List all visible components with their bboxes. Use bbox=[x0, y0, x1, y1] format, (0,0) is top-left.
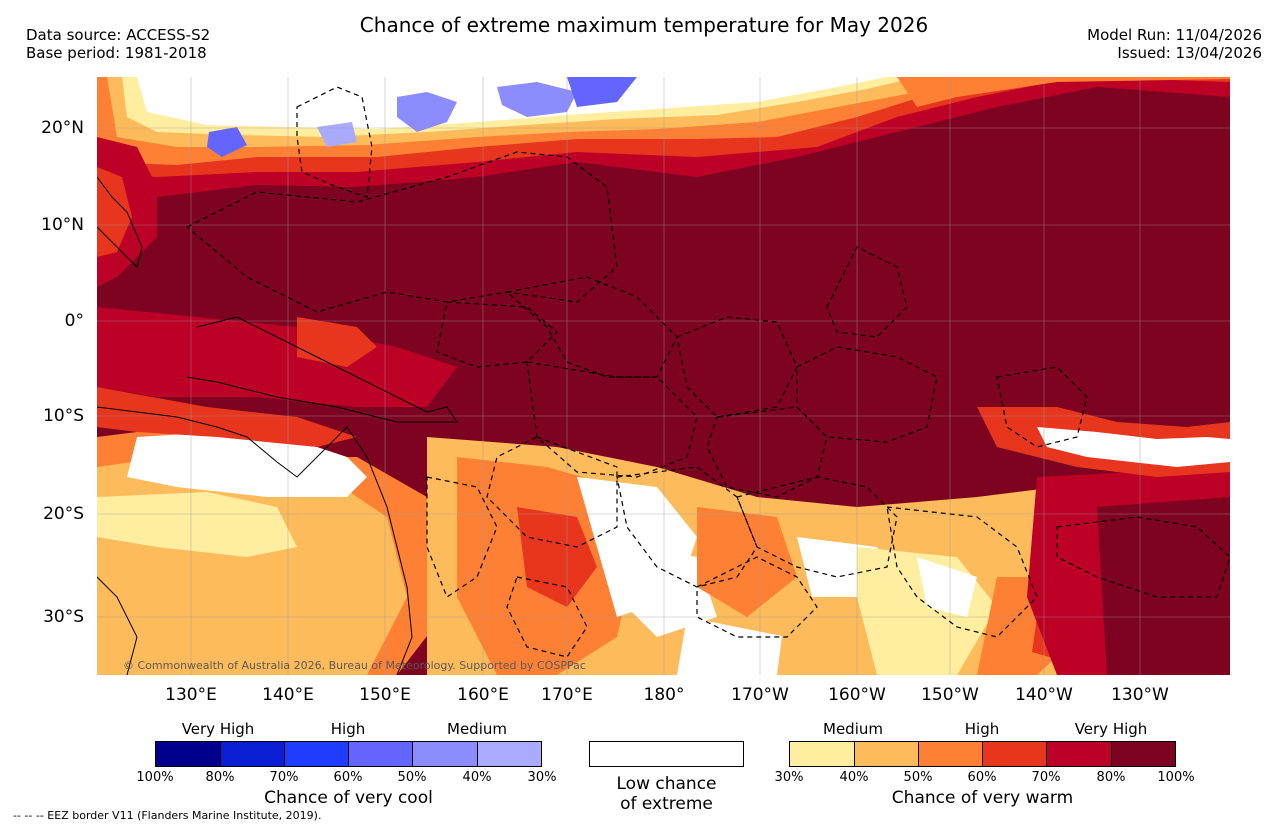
cool-swatch-40-30 bbox=[477, 741, 542, 767]
cool-swatch-100-80 bbox=[155, 741, 220, 767]
eez-borders bbox=[185, 86, 1230, 658]
cool-swatch-70-60 bbox=[284, 741, 348, 767]
eez-footnote: -- -- -- EEZ border V11 (Flanders Marine… bbox=[13, 809, 322, 822]
warm-category-medium: Medium bbox=[823, 720, 883, 738]
warm-pct-70: 70% bbox=[1031, 770, 1061, 785]
lon-label-160e: 160°E bbox=[457, 685, 509, 705]
cool-pct-100: 100% bbox=[136, 770, 174, 785]
lon-label-170e: 170°E bbox=[541, 685, 593, 705]
lon-label-160w: 160°W bbox=[828, 685, 886, 705]
lat-label-30s: 30°S bbox=[43, 607, 84, 627]
base-period-label: Base period: 1981-2018 bbox=[26, 44, 207, 62]
warm-pct-100: 100% bbox=[1157, 770, 1195, 785]
lat-label-20s: 20°S bbox=[43, 504, 84, 524]
lon-label-140w: 140°W bbox=[1015, 685, 1073, 705]
warm-category-high: High bbox=[964, 720, 1000, 738]
low-chance-south bbox=[617, 547, 717, 637]
cool-category-medium: Medium bbox=[447, 720, 507, 738]
issued-label: Issued: 13/04/2026 bbox=[1117, 44, 1262, 62]
cool-swatch-60-50 bbox=[348, 741, 412, 767]
copyright-notice: © Commonwealth of Australia 2026, Bureau… bbox=[123, 659, 586, 672]
warm-category-very-high: Very High bbox=[1074, 720, 1148, 738]
low-chance-swatch bbox=[589, 741, 744, 767]
australia-interior bbox=[127, 432, 367, 497]
lat-label-20n: 20°N bbox=[41, 118, 84, 138]
cool-pct-80: 80% bbox=[205, 770, 235, 785]
warm-pct-50: 50% bbox=[903, 770, 933, 785]
cool-pct-50: 50% bbox=[397, 770, 427, 785]
warm-swatch-30-40 bbox=[789, 741, 854, 767]
cool-pct-70: 70% bbox=[269, 770, 299, 785]
warm-legend-caption: Chance of very warm bbox=[891, 788, 1074, 808]
cool-pct-60: 60% bbox=[333, 770, 363, 785]
lat-label-0: 0° bbox=[64, 311, 84, 331]
lon-label-130e: 130°E bbox=[165, 685, 217, 705]
model-run-label: Model Run: 11/04/2026 bbox=[1087, 26, 1262, 44]
lon-label-150w: 150°W bbox=[921, 685, 979, 705]
data-source-label: Data source: ACCESS-S2 bbox=[26, 26, 211, 44]
cool-pct-30: 30% bbox=[527, 770, 557, 785]
graticule bbox=[97, 77, 1230, 675]
warm-pct-30: 30% bbox=[774, 770, 804, 785]
coastlines bbox=[97, 176, 458, 675]
warm-pct-60: 60% bbox=[967, 770, 997, 785]
lon-label-150e: 150°E bbox=[359, 685, 411, 705]
map-graphic bbox=[97, 77, 1230, 675]
cool-patch-2 bbox=[497, 82, 577, 117]
warm-swatch-70-80 bbox=[1046, 741, 1111, 767]
warm-swatch-40-50 bbox=[854, 741, 918, 767]
warm-pct-80: 80% bbox=[1096, 770, 1126, 785]
cool-pct-40: 40% bbox=[462, 770, 492, 785]
cool-legend-caption: Chance of very cool bbox=[264, 788, 433, 808]
lat-label-10s: 10°S bbox=[43, 406, 84, 426]
cool-patch-3 bbox=[207, 127, 247, 157]
cool-patch-1 bbox=[397, 92, 457, 132]
lon-label-180: 180° bbox=[643, 685, 685, 705]
warm-swatch-50-60 bbox=[918, 741, 982, 767]
cool-swatch-50-40 bbox=[412, 741, 477, 767]
lon-label-170w: 170°W bbox=[731, 685, 789, 705]
lat-label-10n: 10°N bbox=[41, 215, 84, 235]
warm-swatch-60-70 bbox=[982, 741, 1046, 767]
cool-category-very-high: Very High bbox=[181, 720, 255, 738]
cool-category-high: High bbox=[330, 720, 366, 738]
low-chance-caption-line2: of extreme bbox=[620, 794, 713, 814]
low-chance-caption-line1: Low chance bbox=[616, 774, 717, 794]
forecast-map: © Commonwealth of Australia 2026, Bureau… bbox=[97, 77, 1230, 675]
lon-label-140e: 140°E bbox=[262, 685, 314, 705]
lon-label-130w: 130°W bbox=[1111, 685, 1169, 705]
warm-swatch-80-100 bbox=[1111, 741, 1176, 767]
cool-swatch-80-70 bbox=[220, 741, 284, 767]
warm-pct-40: 40% bbox=[839, 770, 869, 785]
chart-title: Chance of extreme maximum temperature fo… bbox=[359, 13, 929, 37]
